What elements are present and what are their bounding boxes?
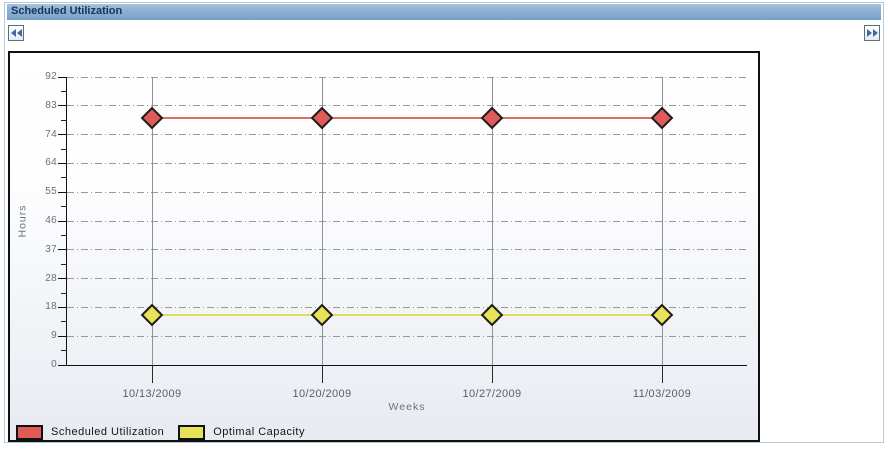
legend-label: Scheduled Utilization (51, 426, 165, 438)
h-gridline (67, 191, 747, 193)
y-tick-label: 9 (51, 330, 57, 342)
h-gridline (67, 249, 747, 251)
y-axis-minor-tick (61, 292, 67, 294)
y-axis-tick (58, 191, 67, 193)
series-line-0 (322, 116, 492, 119)
legend-item: Scheduled Utilization (16, 424, 165, 440)
y-axis-tick (58, 306, 67, 308)
h-gridline (67, 278, 747, 280)
y-axis-minor-tick (61, 206, 67, 208)
page-title: Scheduled Utilization (11, 5, 123, 17)
y-axis-minor-tick (61, 90, 67, 92)
h-gridline (67, 335, 747, 337)
y-axis-minor-tick (61, 321, 67, 323)
double-chevron-left-icon (10, 29, 22, 37)
y-tick-label: 37 (45, 243, 57, 255)
y-tick-label: 74 (45, 128, 57, 140)
h-gridline (67, 306, 747, 308)
double-chevron-right-icon (866, 29, 878, 37)
h-gridline (67, 134, 747, 136)
v-gridline (491, 77, 493, 365)
data-point-marker[interactable] (140, 106, 164, 130)
plot-area: Hours Weeks 0 9 18 28 37 46 55 64 74 83 92 10/13/20… (16, 71, 747, 413)
legend-item: Optimal Capacity (178, 424, 305, 440)
y-tick-label: 83 (45, 99, 57, 111)
y-axis-minor-tick (61, 263, 67, 265)
data-point-marker[interactable] (310, 106, 334, 130)
y-axis-tick (58, 134, 67, 136)
scheduled-utilization-panel: Scheduled Utilization Hours Weeks 0 9 18 28… (4, 2, 884, 443)
series-line-0 (152, 116, 322, 119)
data-point-marker[interactable] (650, 106, 674, 130)
h-gridline (67, 162, 747, 164)
scroll-right-button[interactable] (864, 25, 880, 41)
series-line-1 (152, 313, 322, 316)
x-axis-tick (661, 365, 663, 383)
y-axis-minor-tick (61, 177, 67, 179)
h-gridline (67, 105, 747, 107)
legend: Scheduled Utilization Optimal Capacity (16, 424, 319, 440)
legend-swatch (16, 424, 43, 440)
series-line-1 (492, 313, 662, 316)
h-gridline (67, 76, 747, 78)
v-gridline (661, 77, 663, 365)
x-axis-tick (321, 365, 323, 383)
legend-label: Optimal Capacity (213, 426, 305, 438)
y-axis-tick (58, 249, 67, 251)
y-axis-minor-tick (61, 234, 67, 236)
x-tick-label: 10/20/2009 (292, 388, 352, 400)
chart-container: Hours Weeks 0 9 18 28 37 46 55 64 74 83 92 10/13/20… (8, 51, 760, 442)
v-gridline (321, 77, 323, 365)
series-line-0 (492, 116, 662, 119)
y-tick-label: 92 (45, 71, 57, 82)
scroll-left-button[interactable] (8, 25, 24, 41)
y-axis-tick (58, 278, 67, 280)
y-axis-tick (58, 220, 67, 222)
y-tick-label: 64 (45, 157, 57, 169)
y-axis-minor-tick (61, 148, 67, 150)
data-point-marker[interactable] (480, 106, 504, 130)
y-tick-label: 46 (45, 215, 57, 226)
y-axis-minor-tick (61, 119, 67, 121)
y-axis-tick (58, 364, 67, 366)
y-tick-label: 55 (45, 186, 57, 198)
y-axis-tick (58, 335, 67, 337)
y-axis-tick (58, 162, 67, 164)
v-gridline (151, 77, 153, 365)
y-tick-label: 28 (45, 272, 57, 284)
x-axis-tick (491, 365, 493, 383)
series-line-1 (322, 313, 492, 316)
x-axis-tick (151, 365, 153, 383)
legend-swatch (178, 424, 206, 440)
y-axis-tick (58, 76, 67, 78)
section-header: Scheduled Utilization (7, 4, 881, 20)
y-tick-label: 0 (51, 359, 57, 370)
x-tick-label: 10/13/2009 (122, 388, 182, 400)
x-tick-label: 11/03/2009 (632, 388, 692, 400)
y-axis-tick (58, 105, 67, 107)
y-axis-minor-tick (61, 350, 67, 352)
x-tick-label: 10/27/2009 (462, 388, 522, 400)
y-tick-label: 18 (45, 301, 57, 313)
h-gridline (67, 220, 747, 222)
x-axis-title: Weeks (388, 401, 426, 413)
